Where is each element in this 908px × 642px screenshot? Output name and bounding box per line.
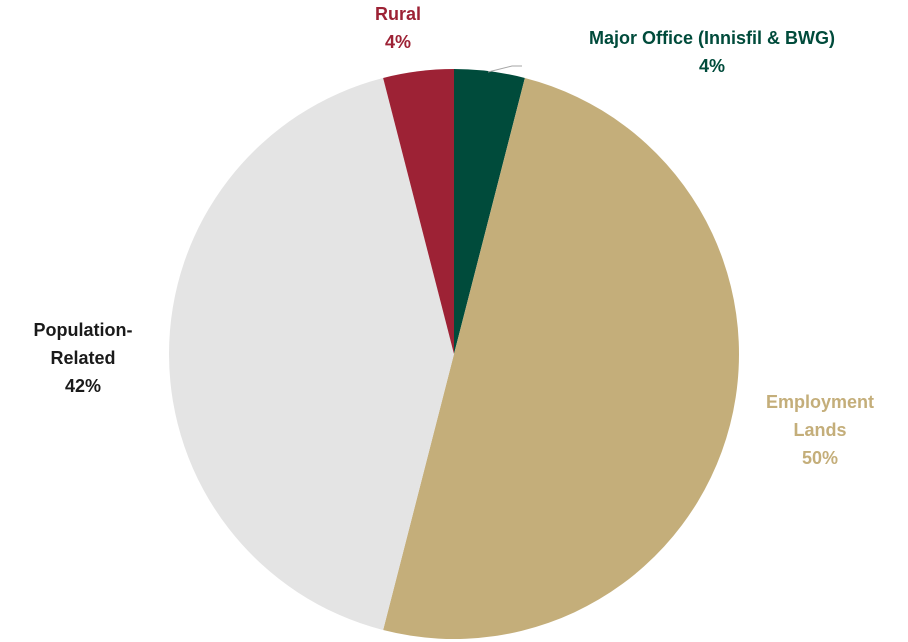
pie-slice-major-office bbox=[454, 69, 525, 354]
label-rural: Rural 4% bbox=[338, 0, 458, 56]
label-rural-name: Rural bbox=[374, 4, 421, 24]
label-major-office-value: 4% bbox=[698, 56, 725, 76]
label-major-office-name: Major Office (Innisfil & BWG) bbox=[589, 28, 835, 48]
pie-slice-population-related bbox=[168, 77, 455, 631]
pie-slice-rural bbox=[383, 69, 454, 354]
label-employment-lands-name-line1: Employment bbox=[765, 392, 875, 412]
label-employment-lands: Employment Lands 50% bbox=[740, 388, 900, 472]
label-employment-lands-name-line2: Lands bbox=[793, 420, 847, 440]
pie-slice-employment-lands bbox=[383, 77, 740, 640]
label-major-office: Major Office (Innisfil & BWG) 4% bbox=[547, 24, 877, 80]
label-population-related-name-line2: Related bbox=[50, 348, 116, 368]
leader-line-major-office bbox=[487, 65, 522, 73]
label-population-related-value: 42% bbox=[64, 376, 102, 396]
label-rural-value: 4% bbox=[384, 32, 411, 52]
label-employment-lands-value: 50% bbox=[801, 448, 839, 468]
label-population-related-name-line1: Population- bbox=[33, 320, 133, 340]
label-population-related: Population- Related 42% bbox=[8, 316, 158, 400]
